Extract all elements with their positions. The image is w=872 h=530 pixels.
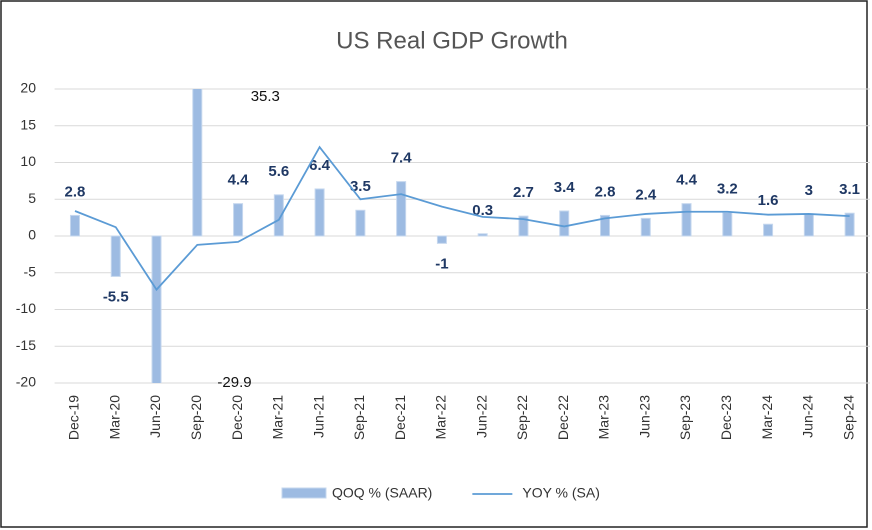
legend-label: QOQ % (SAAR) (332, 485, 432, 501)
bar (355, 209, 366, 237)
x-tick-label: Jun-23 (636, 395, 652, 438)
data-label: 3.1 (839, 181, 860, 198)
data-label: 2.8 (595, 183, 616, 200)
bar (518, 215, 529, 237)
data-label: 7.4 (391, 150, 413, 167)
data-label: 5.6 (268, 163, 289, 180)
bar (599, 214, 610, 237)
chart-title: US Real GDP Growth (336, 27, 568, 54)
y-tick-label: -20 (16, 374, 36, 390)
data-label: 1.6 (758, 192, 779, 209)
y-tick-label: 20 (20, 80, 36, 96)
bar (763, 223, 774, 237)
data-label: 3.2 (717, 180, 738, 197)
bar (477, 233, 488, 237)
x-tick-label: Mar-23 (596, 395, 612, 440)
y-tick-label: 10 (20, 153, 36, 169)
data-label: -29.9 (217, 374, 251, 391)
x-tick-label: Sep-22 (514, 395, 530, 440)
x-tick-label: Dec-22 (555, 395, 571, 440)
data-label: 4.4 (228, 172, 250, 189)
x-tick-label: Mar-21 (270, 395, 286, 440)
data-label: -5.5 (103, 288, 129, 305)
bar (722, 211, 733, 237)
bar (803, 213, 814, 237)
data-label: 3 (805, 182, 813, 199)
x-tick-label: Mar-20 (106, 395, 122, 440)
data-label: 3.5 (350, 178, 371, 195)
x-tick-label: Sep-24 (840, 395, 856, 440)
bar (314, 188, 325, 237)
data-label: -1 (435, 255, 448, 272)
data-label: 2.7 (513, 184, 534, 201)
x-tick-label: Dec-19 (66, 395, 82, 440)
y-tick-label: -15 (16, 337, 36, 353)
legend-swatch (281, 487, 327, 499)
bar (844, 212, 855, 237)
data-label: 35.3 (251, 88, 280, 105)
bar (559, 210, 570, 237)
bar (396, 181, 407, 237)
x-tick-label: Dec-23 (718, 395, 734, 440)
data-label: 4.4 (676, 172, 698, 189)
x-tick-label: Jun-22 (473, 395, 489, 438)
bar (69, 214, 80, 237)
data-label: 3.4 (554, 179, 576, 196)
y-tick-label: -5 (24, 263, 37, 279)
legend-label: YOY % (SA) (522, 485, 600, 501)
y-tick-label: 0 (28, 227, 36, 243)
bar (192, 89, 203, 237)
x-tick-label: Mar-22 (433, 395, 449, 440)
data-label: 2.8 (65, 183, 86, 200)
data-label: 0.3 (472, 202, 493, 219)
x-tick-label: Jun-24 (800, 395, 816, 438)
y-tick-label: -10 (16, 300, 36, 316)
x-tick-label: Mar-24 (759, 395, 775, 440)
x-tick-label: Sep-21 (351, 395, 367, 440)
x-tick-label: Sep-23 (677, 395, 693, 440)
bar (681, 203, 692, 237)
y-tick-label: 5 (28, 190, 36, 206)
x-tick-label: Jun-20 (147, 395, 163, 438)
bar (273, 194, 284, 237)
line (74, 145, 850, 292)
bar (233, 203, 244, 237)
bar (110, 235, 121, 277)
x-tick-label: Jun-21 (310, 395, 326, 438)
x-tick-label: Sep-20 (188, 395, 204, 440)
data-label: 2.4 (635, 186, 657, 203)
x-tick-label: Dec-21 (392, 395, 408, 440)
data-label: 6.4 (309, 157, 331, 174)
x-tick-label: Dec-20 (229, 395, 245, 440)
bar (151, 235, 162, 383)
bar (436, 235, 447, 244)
y-tick-label: 15 (20, 116, 36, 132)
bar (640, 217, 651, 237)
